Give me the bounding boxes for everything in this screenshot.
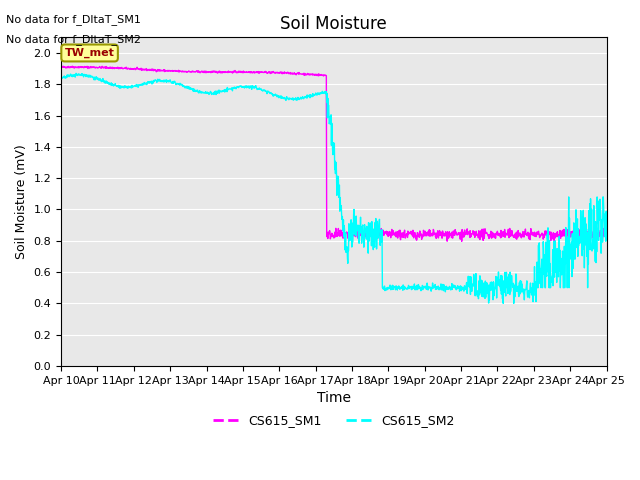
CS615_SM2 (122, 84, 130, 89)
CS615_SM1 (289, 71, 297, 76)
CS615_SM2 (499, 300, 507, 306)
Text: TW_met: TW_met (65, 48, 115, 58)
CS615_SM1 (458, 239, 465, 244)
CS615_SM1 (300, 72, 308, 78)
Line: CS615_SM2: CS615_SM2 (61, 73, 607, 303)
Title: Soil Moisture: Soil Moisture (280, 15, 387, 33)
CS615_SM1 (603, 230, 611, 236)
X-axis label: Time: Time (317, 391, 351, 405)
CS615_SM2 (72, 71, 80, 76)
Text: No data for f_DltaT_SM2: No data for f_DltaT_SM2 (6, 34, 141, 45)
CS615_SM2 (300, 95, 308, 101)
CS615_SM1 (68, 63, 76, 69)
Y-axis label: Soil Moisture (mV): Soil Moisture (mV) (15, 144, 28, 259)
CS615_SM2 (310, 93, 318, 98)
Legend: CS615_SM1, CS615_SM2: CS615_SM1, CS615_SM2 (208, 409, 460, 432)
CS615_SM1 (310, 72, 318, 78)
Line: CS615_SM1: CS615_SM1 (61, 66, 607, 241)
CS615_SM2 (100, 79, 108, 85)
CS615_SM2 (368, 219, 376, 225)
CS615_SM1 (100, 65, 108, 71)
CS615_SM2 (603, 217, 611, 223)
CS615_SM2 (57, 74, 65, 80)
CS615_SM1 (122, 66, 130, 72)
Text: No data for f_DltaT_SM1: No data for f_DltaT_SM1 (6, 14, 141, 25)
CS615_SM1 (368, 228, 376, 234)
CS615_SM1 (57, 64, 65, 70)
CS615_SM2 (289, 95, 297, 101)
